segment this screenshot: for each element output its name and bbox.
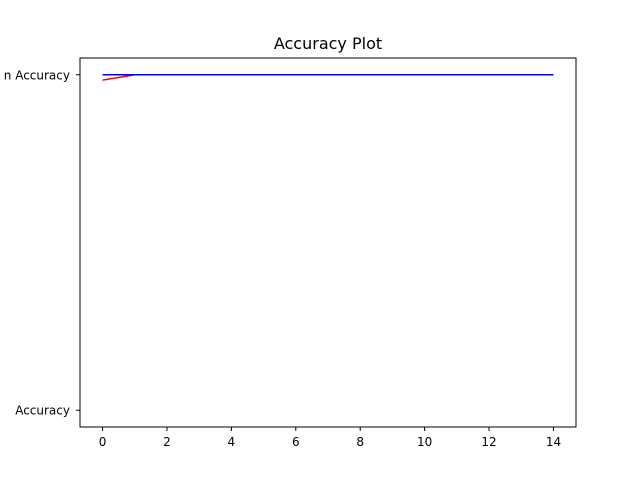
x-tick-label: 14 (546, 435, 561, 449)
x-tick-label: 12 (481, 435, 496, 449)
x-tick-label: 6 (292, 435, 300, 449)
series-layer (102, 74, 554, 81)
chart-title: Accuracy Plot (274, 34, 382, 53)
x-tick-label: 4 (228, 435, 236, 449)
x-tick-label: 8 (356, 435, 364, 449)
x-tick-label: 10 (417, 435, 432, 449)
y-axis: Accuracy n Accuracy (4, 68, 80, 418)
y-tick-label: Accuracy (15, 404, 70, 418)
plot-frame (79, 57, 577, 428)
y-tick-label: n Accuracy (4, 68, 70, 82)
x-tick-label: 2 (163, 435, 171, 449)
x-axis: 0 2 4 6 8 10 12 14 (99, 427, 561, 449)
x-tick-label: 0 (99, 435, 107, 449)
